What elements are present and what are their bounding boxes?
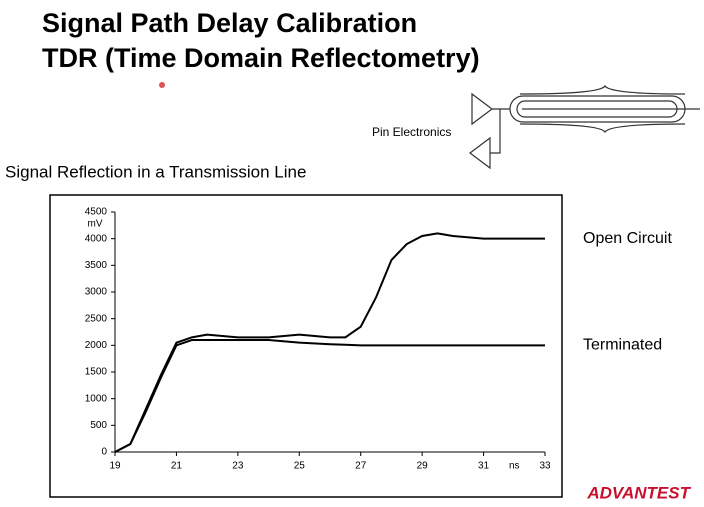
y-tick-label: 1000 [85, 393, 108, 404]
wire [490, 109, 501, 154]
x-tick-label: 23 [232, 461, 244, 472]
x-tick-label: 21 [171, 461, 183, 472]
x-tick-label: 19 [109, 461, 121, 472]
line [114, 232, 545, 453]
y-tick-label: 3500 [85, 260, 108, 271]
y-tick-label: 500 [90, 420, 107, 431]
brace [519, 123, 686, 134]
line [114, 339, 545, 453]
x-tick-label: 29 [417, 461, 429, 472]
brace [519, 84, 686, 95]
x-unit: ns [509, 461, 520, 472]
y-tick-label: 2500 [85, 313, 108, 324]
legend-label: Open Circuit [583, 230, 672, 247]
chart-title: Signal Reflection in a Transmission Line [5, 162, 306, 181]
slide-title: Signal Path Delay Calibration [42, 8, 417, 38]
pointer-dot [159, 82, 165, 88]
diagram [469, 84, 700, 170]
y-tick-label: 0 [101, 447, 107, 458]
y-tick-label: 3000 [85, 287, 108, 298]
plot: 0 500 1000 1500 2000 2500 3000 3500 4000 4500 19 21… [85, 207, 673, 472]
receiver [469, 136, 491, 170]
y-tick-label: 4000 [85, 233, 108, 244]
x-tick-label: 27 [355, 461, 367, 472]
x-tick-label: 31 [478, 461, 490, 472]
legend-label: Terminated [583, 337, 662, 354]
logo: ADVANTEST [586, 483, 691, 502]
chart-frame [49, 194, 563, 498]
y-tick-label: 2000 [85, 340, 108, 351]
slide-title: TDR (Time Domain Reflectometry) [42, 43, 480, 73]
diagram-label: Pin Electronics [372, 125, 451, 139]
y-tick-label: 1500 [85, 367, 108, 378]
y-tick-label: 4500 [85, 207, 108, 218]
y-unit: mV [88, 219, 103, 230]
driver [471, 92, 493, 126]
x-tick-label: 25 [294, 461, 306, 472]
x-tick-label: 33 [539, 461, 551, 472]
